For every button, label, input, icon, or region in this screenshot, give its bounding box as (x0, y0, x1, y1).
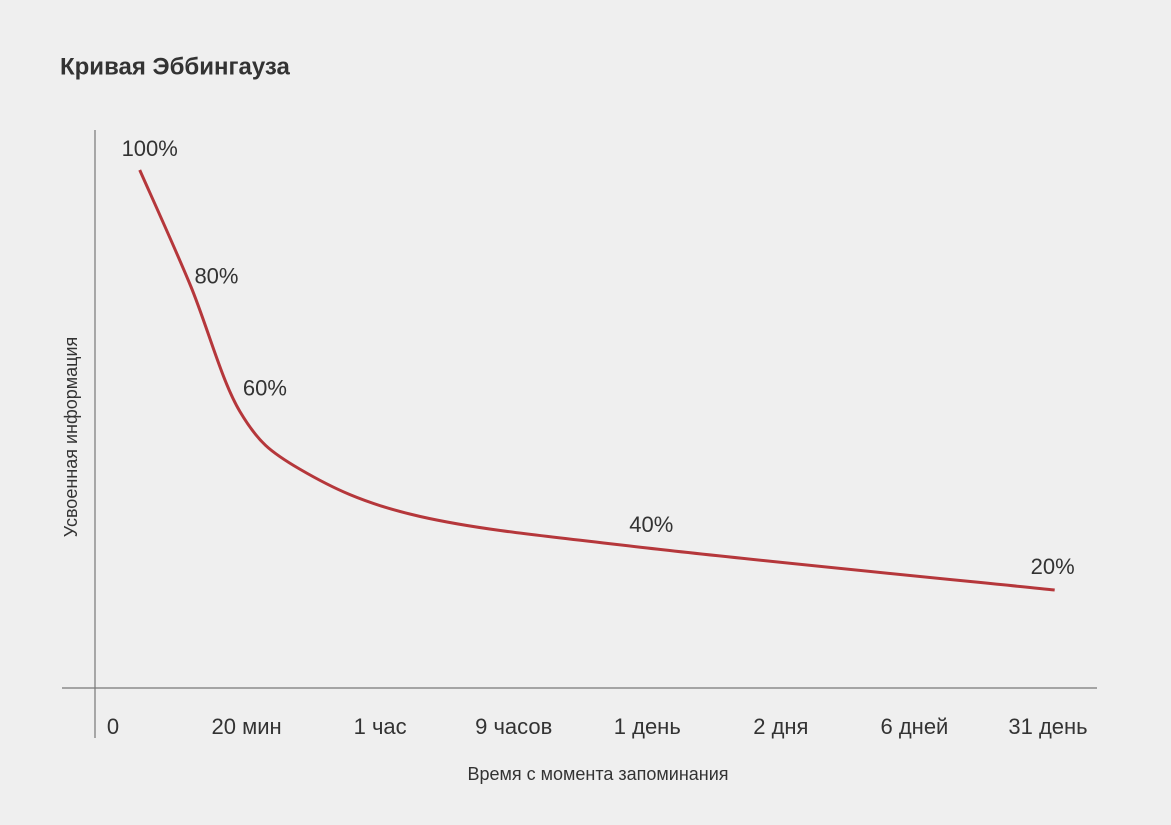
chart-title: Кривая Эббингауза (60, 53, 290, 80)
x-tick-label: 20 мин (211, 714, 281, 739)
curve (138, 169, 1055, 592)
x-tick-label: 1 день (614, 714, 681, 739)
annotation: 100% (122, 136, 178, 161)
annotation: 80% (194, 263, 238, 288)
x-tick-label: 31 день (1008, 714, 1087, 739)
annotation: 20% (1031, 554, 1075, 579)
x-axis-label: Время с момента запоминания (467, 764, 728, 784)
x-tick-label: 0 (107, 714, 119, 739)
x-tick-label: 2 дня (753, 714, 808, 739)
x-tick-label: 6 дней (880, 714, 948, 739)
annotation: 40% (629, 512, 673, 537)
x-tick-label: 9 часов (475, 714, 552, 739)
x-tick-label: 1 час (354, 714, 407, 739)
annotation: 60% (243, 375, 287, 400)
y-axis-label: Усвоенная информация (61, 337, 81, 538)
